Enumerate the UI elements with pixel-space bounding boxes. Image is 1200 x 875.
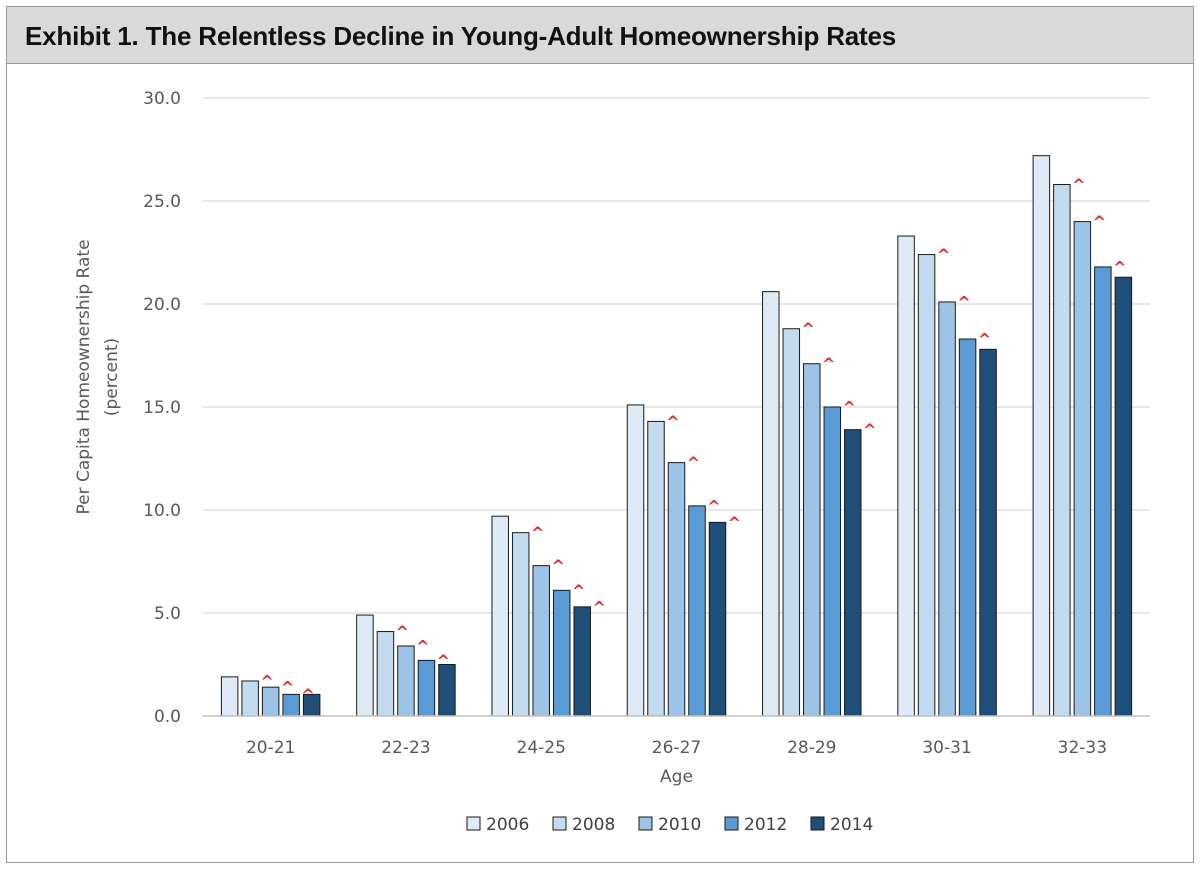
x-tick-label: 32-33 [1058,738,1107,758]
bar-2012-26-27 [688,505,706,717]
bar-2014-22-23 [438,664,456,717]
significance-marker: ^ [551,557,564,576]
significance-marker: ^ [707,497,720,516]
bar-2014-32-33 [1114,276,1133,717]
bar-2008-22-23 [376,631,395,717]
bars [220,155,1133,717]
significance-marker: ^ [260,672,273,691]
significance-marker: ^ [957,293,970,312]
significance-marker: ^ [437,651,450,670]
bar-2010-30-31 [938,301,956,717]
bar-2008-32-33 [1053,184,1071,717]
x-tick-label: 22-23 [381,738,430,758]
bar-2006-32-33 [1032,155,1051,717]
significance-markers: ^ ^ ^ ^ ^ ^ ^ ^ ^ ^ ^ ^ ^ ^ ^ ^ ^ ^ ^ ^ ^ ^ ^ ^ [260,176,1126,705]
bar-2006-20-21 [220,676,239,717]
y-tick-label: 5.0 [154,604,181,624]
bar-2012-20-21 [282,693,300,717]
significance-marker: ^ [572,581,585,600]
legend: 2006 2008 2010 2012 2014 [466,815,873,835]
significance-marker: ^ [396,623,409,642]
legend-swatch-2012 [724,816,739,831]
bar-2010-24-25 [532,565,550,717]
legend-swatch-2008 [552,816,567,831]
legend-label-2012: 2012 [744,815,787,835]
significance-marker: ^ [802,320,815,339]
x-tick-label: 26-27 [652,738,701,758]
significance-marker: ^ [822,355,835,374]
exhibit-header: Exhibit 1. The Relentless Decline in You… [7,7,1193,64]
bar-2012-28-29 [823,406,842,717]
legend-swatch-2014 [810,816,825,831]
bar-2012-24-25 [552,589,571,717]
bar-2010-26-27 [667,462,686,717]
significance-marker: ^ [666,412,679,431]
bar-2008-24-25 [511,532,530,717]
bar-2008-30-31 [917,254,936,717]
legend-swatch-2010 [638,816,653,831]
x-tick-label: 20-21 [246,738,295,758]
x-tick-label: 24-25 [517,738,566,758]
y-tick-label: 25.0 [143,192,181,212]
bar-2006-24-25 [491,515,509,717]
bar-2008-26-27 [647,420,665,717]
significance-marker: ^ [281,678,294,697]
y-tick-label: 10.0 [143,501,181,521]
bar-2006-26-27 [626,404,645,717]
bar-2006-28-29 [762,291,780,717]
bar-2010-28-29 [803,363,821,717]
y-axis-title: Per Capita Homeownership Rate [74,239,94,514]
x-tick-label: 30-31 [922,738,971,758]
bar-2008-20-21 [241,680,259,717]
y-tick-label: 30.0 [143,89,181,109]
bar-2006-22-23 [356,614,374,717]
bar-2012-30-31 [958,338,977,717]
x-tick-label: 28-29 [787,738,836,758]
exhibit-title: Exhibit 1. The Relentless Decline in You… [25,21,897,51]
y-axis-title-unit: (percent) [102,338,122,416]
x-axis-ticks: 20-21 22-23 24-25 26-27 28-29 30-31 32-33 [246,738,1107,758]
significance-marker: ^ [728,513,741,532]
legend-label-2008: 2008 [572,815,615,835]
y-tick-label: 20.0 [143,295,181,315]
bar-2006-30-31 [897,235,915,717]
bar-2014-28-29 [844,429,862,717]
significance-marker: ^ [863,421,876,440]
significance-marker: ^ [416,637,429,656]
bar-2014-30-31 [979,348,997,717]
significance-marker: ^ [1113,258,1126,277]
x-axis-title: Age [660,767,693,787]
bar-2010-20-21 [261,686,280,717]
bar-2008-28-29 [782,328,801,717]
significance-marker: ^ [843,398,856,417]
significance-marker: ^ [978,330,991,349]
significance-marker: ^ [592,598,605,617]
significance-marker: ^ [687,454,700,473]
bar-2012-22-23 [417,659,436,717]
significance-marker: ^ [301,685,314,704]
significance-marker: ^ [531,524,544,543]
legend-label-2010: 2010 [658,815,701,835]
significance-marker: ^ [1093,213,1106,232]
bar-2012-32-33 [1094,266,1112,717]
legend-label-2006: 2006 [486,815,529,835]
y-axis-ticks: 0.0 5.0 10.0 15.0 20.0 25.0 30.0 [143,89,181,727]
y-tick-label: 15.0 [143,398,181,418]
bar-2010-32-33 [1073,221,1092,717]
bar-2014-26-27 [708,521,727,717]
significance-marker: ^ [1072,176,1085,195]
legend-label-2014: 2014 [830,815,873,835]
bar-2010-22-23 [397,645,415,717]
legend-swatch-2006 [466,816,481,831]
significance-marker: ^ [937,246,950,265]
bar-2014-24-25 [573,606,591,717]
y-tick-label: 0.0 [154,707,181,727]
